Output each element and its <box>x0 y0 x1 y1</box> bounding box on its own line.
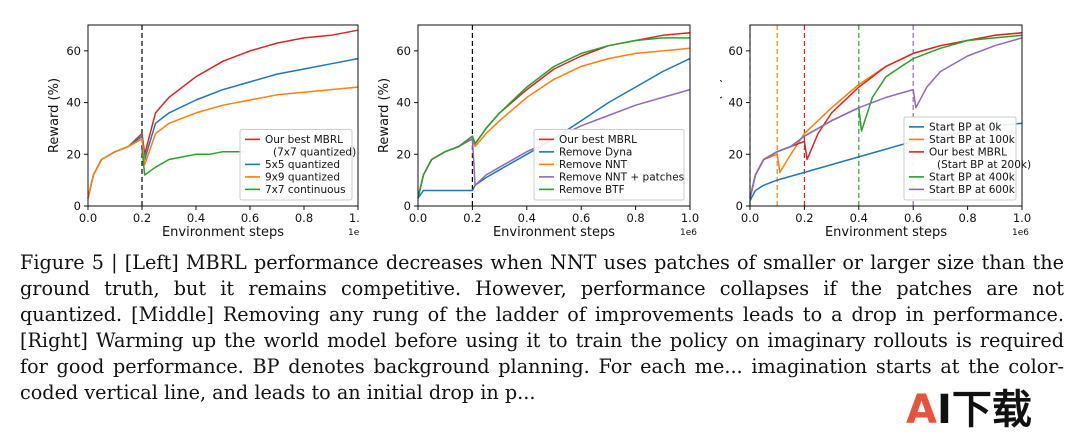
y-tick-label: 20 <box>728 147 743 161</box>
y-axis-label: Reward (%) <box>720 78 724 153</box>
legend-label: Remove Dyna <box>559 146 632 158</box>
legend-label: Remove NNT + patches <box>559 171 684 183</box>
chart-right-svg: 0.0 0.2 0.4 0.6 0.8 1.0 0 20 40 60 1e6 Environment … <box>720 24 1031 240</box>
figure-5: 0.0 0.2 0.4 0.6 0.8 1.0 0 20 40 60 1e6 Environment … <box>0 0 1080 245</box>
y-axis-label: Reward (%) <box>377 78 392 153</box>
chart-middle: 0.0 0.2 0.4 0.6 0.8 1.0 0 20 40 60 1e6 Environment … <box>360 0 720 245</box>
x-tick-label: 0.6 <box>572 211 590 225</box>
x-tick-label: 0.6 <box>904 211 922 225</box>
watermark-prefix: A <box>906 387 937 433</box>
x-tick-label: 1.0 <box>681 211 699 225</box>
legend-label: (7x7 quantized) <box>273 146 356 158</box>
series-line-5 <box>417 37 690 199</box>
y-tick-label: 60 <box>728 44 743 58</box>
x-tick-label: 0.2 <box>795 211 813 225</box>
chart-right: 0.0 0.2 0.4 0.6 0.8 1.0 0 20 40 60 1e6 Environment … <box>720 0 1080 245</box>
series-line-4 <box>141 149 245 176</box>
y-tick-label: 0 <box>736 199 743 213</box>
plot-frame <box>749 24 1023 207</box>
legend-label: 9x9 quantized <box>265 171 340 183</box>
series-line-2 <box>417 57 691 199</box>
chart-left-svg: 0.0 0.2 0.4 0.6 0.8 1.0 0 20 40 60 1e6 Environment … <box>47 24 360 240</box>
y-tick-label: 40 <box>66 96 81 110</box>
legend-label: Remove NNT <box>559 159 628 171</box>
legend-label: 7x7 continuous <box>265 184 346 196</box>
y-tick-label: 20 <box>396 147 411 161</box>
x-exponent-label: 1e6 <box>348 228 360 238</box>
y-tick-label: 60 <box>66 44 81 58</box>
watermark-rest: I下载 <box>936 387 1032 433</box>
legend-label: 5x5 quantized <box>265 159 340 171</box>
legend-box <box>239 129 353 201</box>
x-axis-label: Environment steps <box>493 225 615 240</box>
figure-caption: Figure 5 | [Left] MBRL performance decre… <box>20 250 1064 406</box>
x-tick-label: 0.4 <box>850 211 868 225</box>
y-tick-label: 40 <box>396 96 411 110</box>
legend-label: Start BP at 100k <box>929 134 1016 146</box>
y-tick-label: 0 <box>404 199 411 213</box>
series-line-5 <box>749 37 1023 199</box>
legend-label: Our best MBRL <box>265 134 343 146</box>
x-exponent-label: 1e6 <box>680 228 697 238</box>
x-tick-label: 0.4 <box>518 211 536 225</box>
x-tick-label: 0.8 <box>626 211 644 225</box>
y-tick-label: 40 <box>728 96 743 110</box>
legend-box <box>903 116 1017 201</box>
legend-label: Start BP at 600k <box>929 184 1016 196</box>
x-axis-label: Environment steps <box>825 225 947 240</box>
legend-label: Our best MBRL <box>929 146 1007 158</box>
chart-middle-svg: 0.0 0.2 0.4 0.6 0.8 1.0 0 20 40 60 1e6 Environment … <box>377 24 699 240</box>
caption-label: Figure 5 | <box>20 251 118 274</box>
plot-frame <box>87 24 359 207</box>
x-tick-label: 0.0 <box>741 211 759 225</box>
x-axis-label: Environment steps <box>162 225 284 240</box>
y-axis-label: Reward (%) <box>47 78 62 153</box>
x-tick-label: 0.0 <box>409 211 427 225</box>
legend-label: Remove BTF <box>559 184 625 196</box>
x-tick-label: 1.0 <box>349 211 360 225</box>
x-tick-label: 0.4 <box>187 211 205 225</box>
watermark-logo: AI下载 <box>906 385 1056 435</box>
legend-label: Start BP at 400k <box>929 171 1016 183</box>
y-tick-label: 0 <box>74 199 81 213</box>
plot-frame <box>417 24 691 207</box>
y-tick-label: 60 <box>396 44 411 58</box>
x-tick-label: 0.2 <box>463 211 481 225</box>
x-tick-label: 1.0 <box>1013 211 1031 225</box>
legend-box <box>533 129 685 201</box>
x-tick-label: 0.6 <box>241 211 259 225</box>
legend-label: Our best MBRL <box>559 134 637 146</box>
series-line-3 <box>87 86 359 199</box>
x-tick-label: 0.8 <box>295 211 313 225</box>
x-exponent-label: 1e6 <box>1012 228 1029 238</box>
x-tick-label: 0.0 <box>79 211 97 225</box>
legend-label: (Start BP at 200k) <box>937 159 1031 171</box>
x-tick-label: 0.8 <box>958 211 976 225</box>
x-tick-label: 0.2 <box>133 211 151 225</box>
caption-text: [Left] MBRL performance decreases when N… <box>20 251 1064 404</box>
y-tick-label: 20 <box>66 147 81 161</box>
chart-left: 0.0 0.2 0.4 0.6 0.8 1.0 0 20 40 60 1e6 Environment … <box>0 0 360 245</box>
legend-label: Start BP at 0k <box>929 121 1002 133</box>
